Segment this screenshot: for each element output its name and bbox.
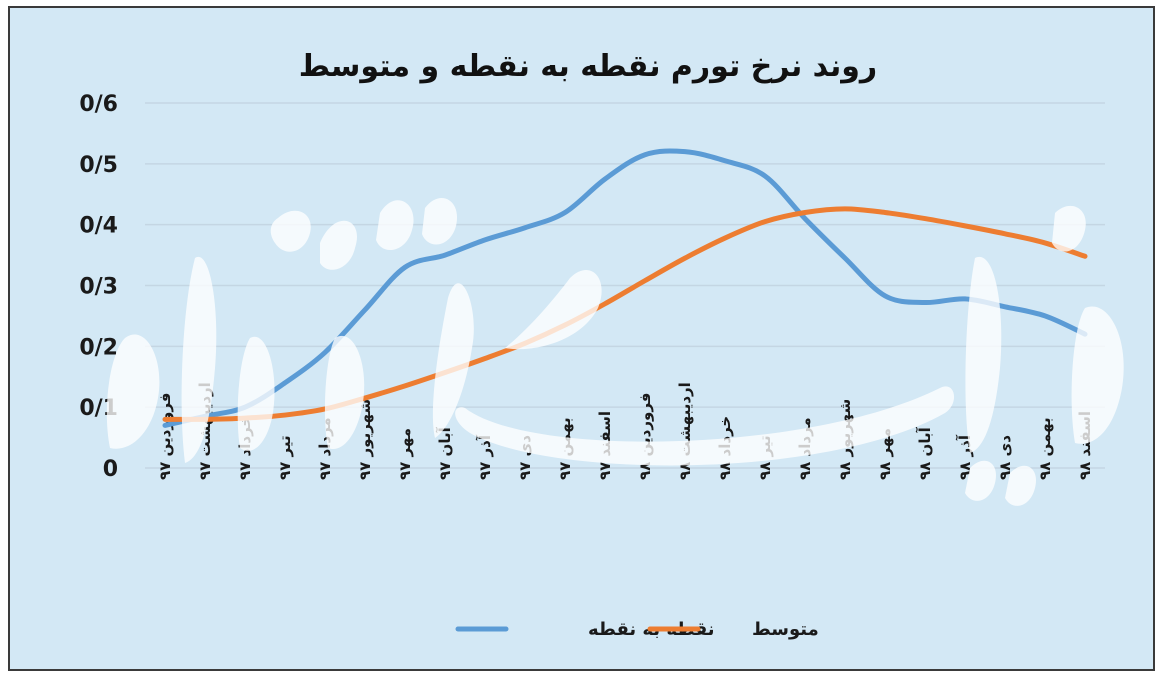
watermark-logo	[106, 197, 1124, 506]
x-tick-label: آذر ۹۷	[476, 434, 494, 480]
series-line-average	[162, 206, 1088, 422]
x-tick-label: تیر ۹۷	[276, 435, 294, 480]
y-tick-label: 0/2	[79, 335, 118, 360]
x-tick-label: بهمن ۹۸	[1036, 417, 1054, 480]
y-tick-label: 0	[103, 457, 118, 482]
chart-frame: روند نرخ تورم نقطه به نقطه و متوسط 0 0/1 0…	[8, 6, 1155, 671]
x-tick-label: فروردین ۹۷	[156, 393, 174, 480]
x-tick-label: مهر ۹۸	[876, 428, 894, 480]
y-tick-label: 0/4	[79, 214, 118, 239]
x-tick-label: آبان ۹۸	[916, 426, 934, 480]
x-tick-label: دی ۹۸	[996, 435, 1014, 480]
y-tick-label: 0/3	[79, 275, 118, 300]
chart-title: روند نرخ تورم نقطه به نقطه و متوسط	[299, 49, 877, 84]
y-tick-label: 0/5	[79, 153, 118, 178]
inflation-line-chart: روند نرخ تورم نقطه به نقطه و متوسط 00/10…	[79, 49, 1124, 640]
legend-label: متوسط	[752, 619, 819, 640]
y-tick-label: 0/6	[79, 92, 118, 117]
x-tick-label: آبان ۹۷	[436, 426, 454, 480]
x-tick-label: شهریور ۹۷	[356, 399, 374, 480]
series-line-point-to-point	[162, 148, 1088, 428]
x-tick-label: مهر ۹۷	[396, 428, 414, 480]
x-tick-label: فروردین ۹۸	[636, 393, 654, 480]
